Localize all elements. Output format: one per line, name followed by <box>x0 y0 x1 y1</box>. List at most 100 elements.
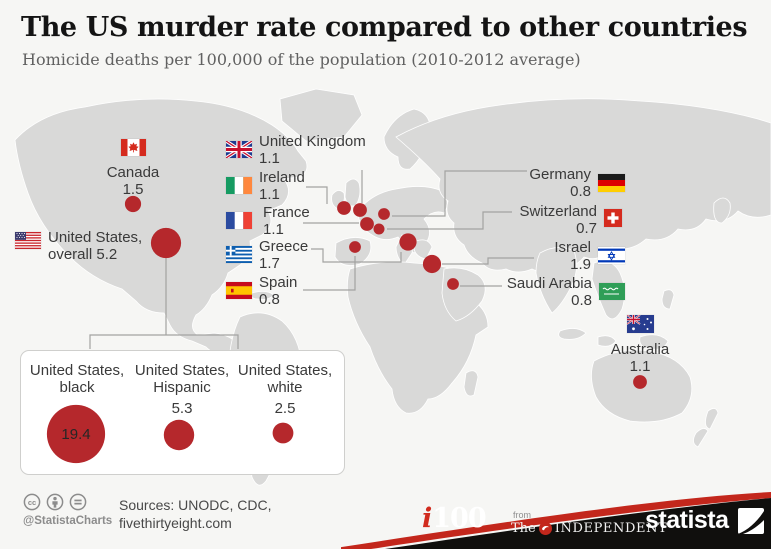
sources: Sources: UNODC, CDC, fivethirtyeight.com <box>119 496 271 532</box>
australia-flag-icon <box>626 315 654 333</box>
country-value: 0.8 <box>570 183 591 200</box>
us-hispanic-column: United States, Hispanic 5.3 <box>127 362 237 417</box>
country-value: 1.1 <box>259 186 280 203</box>
country-name: Australia <box>610 341 670 358</box>
country-name: United Kingdom <box>259 133 366 150</box>
label-greece: Greece 1.7 <box>226 238 308 272</box>
island-new-zealand-south <box>693 428 709 448</box>
footer-swoosh <box>341 492 771 549</box>
island-new-zealand-north <box>705 408 719 430</box>
us-black-name-line1: United States, <box>29 362 125 379</box>
cc-icon: cc <box>23 493 41 511</box>
canada-flag-icon <box>120 139 146 156</box>
country-name: France <box>263 204 310 221</box>
country-value: 1.1 <box>629 358 651 375</box>
country-name: Spain <box>259 274 298 291</box>
us-white-name-line1: United States, <box>237 362 333 379</box>
country-value: 1.5 <box>122 181 144 198</box>
country-name: Germany <box>529 166 591 183</box>
island-philippines <box>661 289 675 310</box>
island-great-britain <box>344 178 361 207</box>
us-flag-icon <box>15 232 41 249</box>
cc-nd-icon <box>69 493 87 511</box>
us-white-column: United States, white 2.5 <box>230 362 340 417</box>
sources-line1: Sources: UNODC, CDC, <box>119 497 272 513</box>
island-sumatra <box>558 328 587 340</box>
country-value: 0.8 <box>571 292 592 309</box>
france-flag-icon <box>226 212 252 229</box>
region-balkans <box>413 239 433 260</box>
statista-mark-icon <box>737 507 764 534</box>
from-label: from <box>513 510 531 520</box>
country-value: 1.9 <box>570 256 591 273</box>
island-java <box>597 335 617 347</box>
country-value: 1.1 <box>259 150 280 167</box>
island-new-guinea <box>639 334 669 350</box>
header: The US murder rate compared to other cou… <box>21 12 748 69</box>
label-germany: Germany 0.8 <box>435 166 625 200</box>
cc-license[interactable]: cc <box>23 493 87 511</box>
country-value: 0.7 <box>576 220 597 237</box>
independent-eagle-icon <box>538 522 552 535</box>
us-hispanic-name-line1: United States, <box>134 362 230 379</box>
label-spain: Spain 0.8 <box>226 274 297 308</box>
island-japan <box>713 197 731 224</box>
switzerland-flag-icon <box>604 209 622 227</box>
continent-greenland <box>279 88 363 142</box>
svg-text:cc: cc <box>28 498 36 507</box>
us-white-name-line2: white <box>267 379 303 396</box>
page-title: The US murder rate compared to other cou… <box>21 12 748 43</box>
swoosh-red-band <box>341 492 771 549</box>
us-black-name-line2: black <box>59 379 95 396</box>
swoosh-black-band <box>385 498 771 549</box>
label-united-states-overall: United States, overall 5.2 <box>15 229 142 263</box>
country-value: 5.2 <box>96 246 118 263</box>
label-israel: Israel 1.9 <box>435 239 625 273</box>
label-canada: Canada 1.5 <box>96 139 170 198</box>
germany-flag-icon <box>598 174 625 192</box>
country-name: Israel <box>554 239 591 256</box>
cc-attribution-icon <box>46 493 64 511</box>
label-united-kingdom: United Kingdom 1.1 <box>226 133 366 167</box>
independent-name: INDEPENDENT <box>554 521 668 536</box>
greece-flag-icon <box>226 246 252 263</box>
independent-logo[interactable]: from The INDEPENDENT <box>511 510 667 536</box>
country-name-line2: overall 5.2 <box>48 246 118 263</box>
island-madagascar <box>463 370 479 397</box>
region-india <box>535 247 577 314</box>
page-subtitle: Homicide deaths per 100,000 of the popul… <box>22 50 581 69</box>
label-australia: Australia 1.1 <box>604 315 676 375</box>
sources-line2: fivethirtyeight.com <box>119 515 232 531</box>
label-ireland: Ireland 1.1 <box>226 169 305 203</box>
us-hispanic-value: 5.3 <box>171 400 193 417</box>
spain-flag-icon <box>226 282 252 299</box>
us-white-value: 2.5 <box>274 400 296 417</box>
israel-flag-icon <box>598 247 625 264</box>
country-name: Greece <box>259 238 309 255</box>
statista-logo[interactable]: statista <box>645 506 764 535</box>
island-ireland <box>331 190 345 210</box>
country-name: Ireland <box>259 169 305 186</box>
label-saudi-arabia: Saudi Arabia 0.8 <box>435 275 625 309</box>
country-value: 1.1 <box>263 221 284 238</box>
label-france: France 1.1 <box>226 204 310 238</box>
island-cuba <box>251 291 275 300</box>
country-name: Canada <box>106 164 160 181</box>
independent-the: The <box>511 521 536 536</box>
ireland-flag-icon <box>226 177 252 194</box>
label-switzerland: Switzerland 0.7 <box>432 203 622 237</box>
region-iberia <box>334 237 372 266</box>
country-name-line1: United States, <box>48 229 143 246</box>
us-black-column: United States, black <box>22 362 132 396</box>
country-name: Switzerland <box>519 203 597 220</box>
footer: cc @StatistaCharts Sources: UNODC, CDC, … <box>0 477 771 549</box>
country-value: 0.8 <box>259 291 280 308</box>
us-breakdown-box: United States, black United States, Hisp… <box>20 350 345 475</box>
statista-charts-handle[interactable]: @StatistaCharts <box>23 515 113 527</box>
uk-flag-icon <box>226 141 252 158</box>
i100-logo[interactable]: i100 <box>422 503 487 534</box>
saudi-arabia-flag-icon <box>599 283 625 300</box>
us-hispanic-name-line2: Hispanic <box>153 379 211 396</box>
country-name: Saudi Arabia <box>506 275 592 292</box>
